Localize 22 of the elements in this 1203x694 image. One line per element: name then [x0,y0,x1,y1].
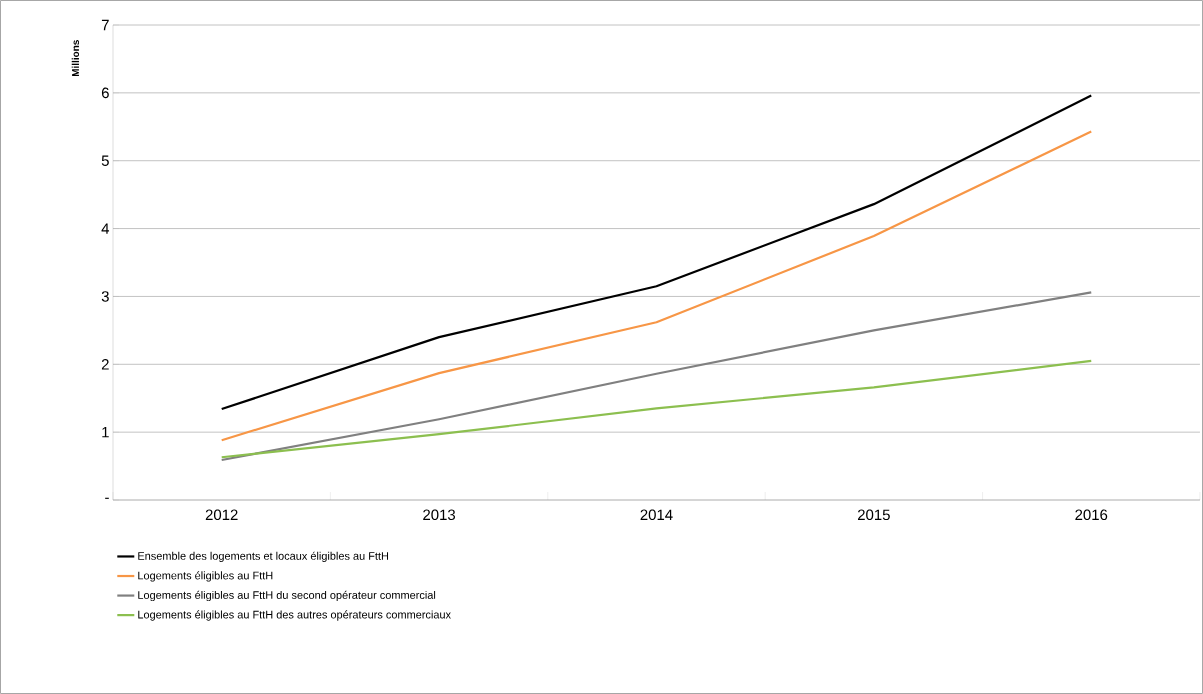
y-tick-label: 3 [101,291,109,302]
y-axis-title: Millions [71,40,80,77]
line-series [220,291,1093,462]
legend-label: Logements éligibles au FttH des autres opérateurs commerciaux [138,610,451,621]
legend-label: Ensemble des logements et locaux éligibles au FttH [138,551,389,563]
line-series [220,94,1093,411]
line-series [220,130,1093,442]
y-tick-label: 1 [102,427,109,438]
legend-label: Logements éligibles au FttH du second opérateur commercial [138,590,436,602]
y-tick-label: - [105,497,109,499]
x-tick-label: 2014 [640,509,673,521]
legend-label: Logements éligibles au FttH [138,571,273,582]
line-series [220,359,1093,459]
x-tick-label: 2012 [205,509,238,521]
x-tick-label: 2016 [1075,509,1108,521]
x-tick-label: 2013 [423,509,456,521]
x-tick-label: 2015 [857,509,890,521]
y-tick-label: 7 [101,19,109,31]
y-tick-label: 5 [101,155,109,166]
y-tick-label: 2 [101,359,109,370]
y-tick-label: 6 [101,87,109,99]
y-tick-label: 4 [101,223,110,234]
